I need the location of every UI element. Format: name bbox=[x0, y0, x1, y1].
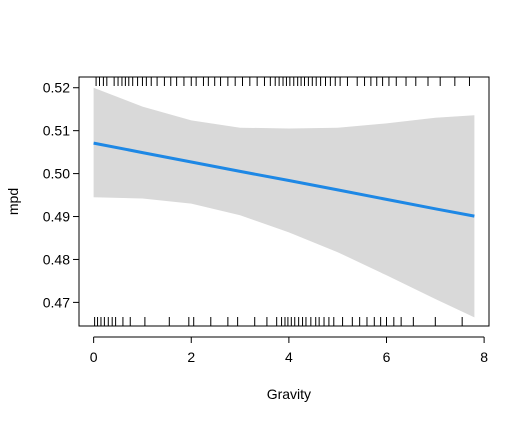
y-axis-title: mpd bbox=[5, 188, 21, 215]
y-tick-label: 0.50 bbox=[43, 166, 70, 182]
y-tick-label: 0.48 bbox=[43, 251, 70, 267]
confidence-band bbox=[93, 87, 475, 318]
rug-top bbox=[95, 77, 470, 86]
x-axis: 0 2 4 6 8 bbox=[90, 336, 488, 365]
x-tick-label: 0 bbox=[90, 349, 98, 365]
y-tick-label: 0.52 bbox=[43, 80, 70, 96]
x-tick-label: 2 bbox=[187, 349, 195, 365]
x-tick-label: 4 bbox=[285, 349, 293, 365]
x-tick-label: 6 bbox=[383, 349, 391, 365]
y-tick-label: 0.51 bbox=[43, 123, 70, 139]
y-axis: 0.47 0.48 0.49 0.50 0.51 0.52 bbox=[43, 80, 79, 310]
rug-bottom bbox=[94, 317, 463, 326]
plot-frame bbox=[78, 76, 490, 327]
y-tick-label: 0.47 bbox=[43, 294, 70, 310]
fit-line bbox=[93, 141, 475, 218]
x-axis-title: Gravity bbox=[267, 386, 311, 402]
x-tick-label: 8 bbox=[480, 349, 488, 365]
y-tick-label: 0.49 bbox=[43, 209, 70, 225]
